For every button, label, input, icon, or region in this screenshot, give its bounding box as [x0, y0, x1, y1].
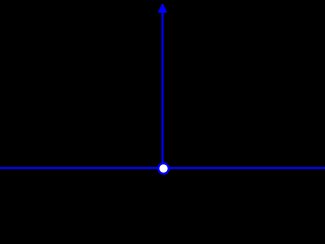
Point	[160, 166, 165, 170]
